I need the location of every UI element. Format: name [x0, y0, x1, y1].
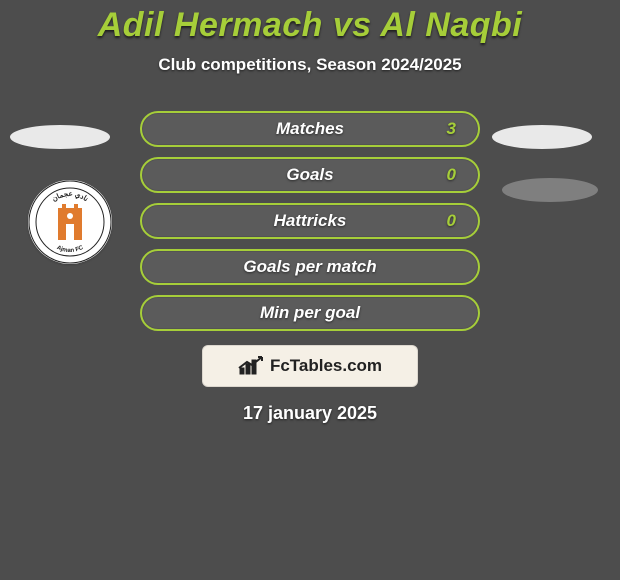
source-plaque: FcTables.com — [202, 345, 418, 387]
date-label: 17 january 2025 — [243, 403, 377, 424]
stat-pill: Hattricks 0 — [140, 203, 480, 239]
stats-section: Matches 3 Goals 0 Hattricks 0 Goals per match M… — [0, 111, 620, 331]
stat-pill: Goals per match — [140, 249, 480, 285]
stat-pill: Matches 3 — [140, 111, 480, 147]
stat-label: Goals per match — [243, 257, 376, 277]
stat-value: 0 — [447, 211, 456, 231]
infographic-root: Adil Hermach vs Al Naqbi Club competitio… — [0, 0, 620, 580]
stat-value: 0 — [447, 165, 456, 185]
bar-chart-icon — [238, 356, 264, 376]
stat-value: 3 — [447, 119, 456, 139]
stat-pill: Min per goal — [140, 295, 480, 331]
stat-label: Min per goal — [260, 303, 360, 323]
stat-pill-list: Matches 3 Goals 0 Hattricks 0 Goals per match M… — [140, 111, 480, 331]
subtitle: Club competitions, Season 2024/2025 — [158, 55, 461, 75]
stat-label: Hattricks — [274, 211, 347, 231]
stat-label: Matches — [276, 119, 344, 139]
source-label: FcTables.com — [270, 356, 382, 376]
stat-pill: Goals 0 — [140, 157, 480, 193]
stat-label: Goals — [286, 165, 333, 185]
page-title: Adil Hermach vs Al Naqbi — [98, 6, 523, 45]
